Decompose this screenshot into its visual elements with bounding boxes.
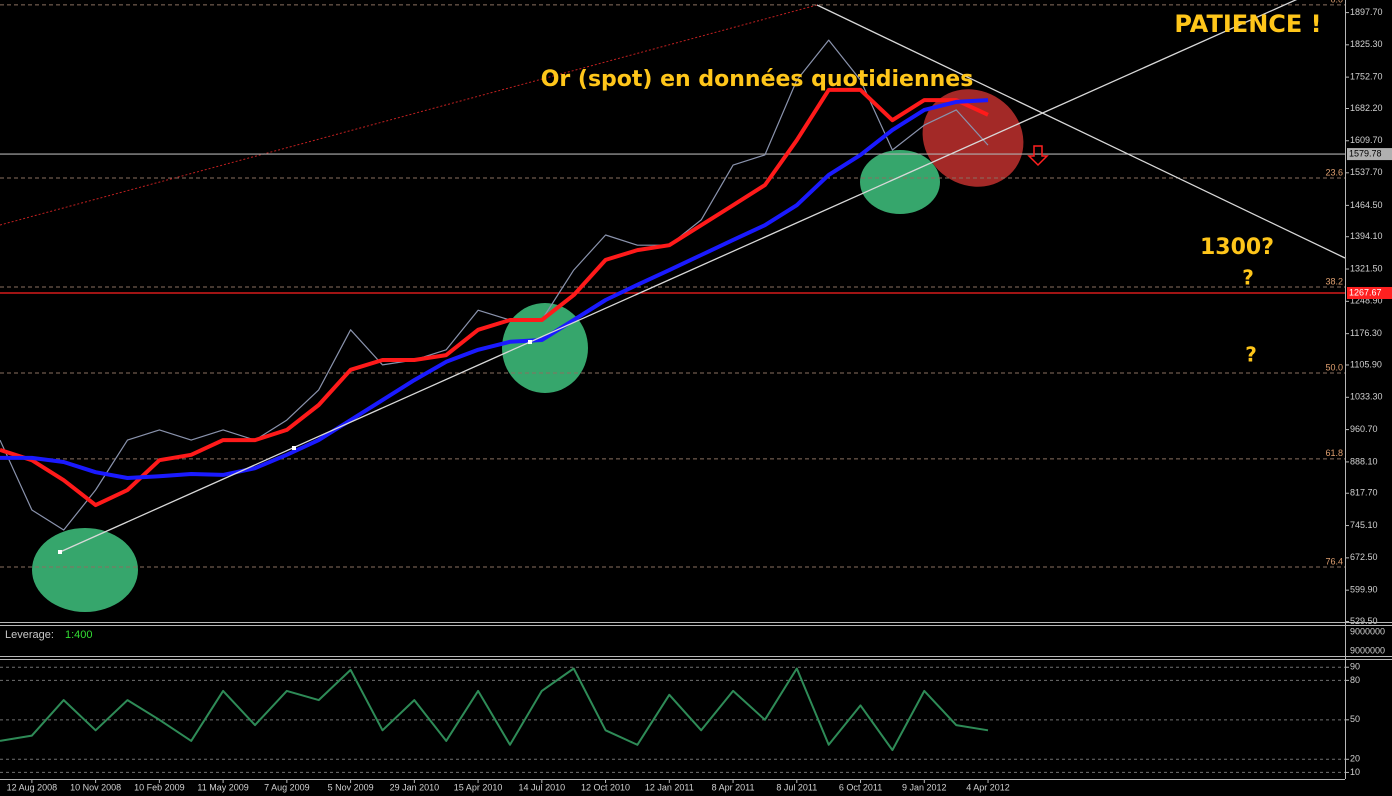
y-tick-label: 817.70 xyxy=(1350,488,1378,498)
y-tick-label: 529.50 xyxy=(1350,616,1378,626)
price-label-box xyxy=(1347,286,1392,299)
y-tick-label: 672.50 xyxy=(1350,552,1378,562)
indicator-label: Leverage: xyxy=(5,629,54,641)
series-line xyxy=(0,39,989,531)
annotation: ? xyxy=(1242,266,1254,290)
support-ellipse xyxy=(32,528,138,612)
series xyxy=(0,39,989,752)
indicator-tick: 9000000 xyxy=(1350,645,1385,655)
y-tick-label: 960.70 xyxy=(1350,424,1378,434)
x-tick-label: 9 Jan 2012 xyxy=(902,782,947,792)
y-tick-label: 1176.30 xyxy=(1350,328,1382,338)
y-tick-label: 1897.70 xyxy=(1350,7,1383,17)
x-tick-label: 5 Nov 2009 xyxy=(328,782,374,792)
indicator-value: 1:400 xyxy=(65,629,93,641)
x-tick-label: 4 Apr 2012 xyxy=(966,782,1010,792)
x-tick-label: 14 Jul 2010 xyxy=(519,782,566,792)
x-tick-label: 7 Aug 2009 xyxy=(264,782,310,792)
price-label: 1579.78 xyxy=(1349,148,1382,158)
x-tick-label: 12 Aug 2008 xyxy=(7,782,58,792)
y-tick-label: 80 xyxy=(1350,675,1360,685)
support-trendline xyxy=(59,0,1298,553)
anchor-point xyxy=(292,446,296,450)
fib-label: 76.4 xyxy=(1325,556,1343,566)
x-tick-label: 10 Feb 2009 xyxy=(134,782,185,792)
fib-label: 50.0 xyxy=(1325,362,1343,372)
resistance-trendline xyxy=(816,4,1346,259)
y-tick-label: 1464.50 xyxy=(1350,200,1383,210)
dotted-trendline xyxy=(0,4,818,226)
y-tick-label: 1609.70 xyxy=(1350,135,1383,145)
anchor-point xyxy=(528,340,532,344)
y-tick-label: 1248.90 xyxy=(1350,296,1383,306)
y-tick-label: 1825.30 xyxy=(1350,39,1383,49)
y-tick-label: 745.10 xyxy=(1350,520,1378,530)
support-ellipse xyxy=(860,150,940,214)
series-line xyxy=(0,98,989,480)
y-tick-label: 1752.70 xyxy=(1350,72,1383,82)
x-tick-label: 8 Apr 2011 xyxy=(712,782,755,792)
y-tick-label: 1033.30 xyxy=(1350,392,1383,402)
y-tick-label: 1321.50 xyxy=(1350,263,1383,273)
x-tick-label: 6 Oct 2011 xyxy=(839,782,882,792)
y-tick-label: 1537.70 xyxy=(1350,167,1383,177)
indicator-tick: 9000000 xyxy=(1350,626,1385,636)
x-tick-label: 12 Jan 2011 xyxy=(645,782,694,792)
x-tick-label: 15 Apr 2010 xyxy=(454,782,503,792)
y-tick-label: 888.10 xyxy=(1350,456,1378,466)
annotation: PATIENCE ! xyxy=(1174,10,1321,38)
annotation: ? xyxy=(1245,343,1257,367)
fib-label: 23.6 xyxy=(1325,167,1343,177)
y-tick-label: 90 xyxy=(1350,662,1360,672)
y-tick-label: 1682.20 xyxy=(1350,103,1383,113)
fib-label: 38.2 xyxy=(1325,276,1343,286)
x-tick-label: 8 Jul 2011 xyxy=(776,782,817,792)
annotation: Or (spot) en données quotidiennes xyxy=(541,67,974,92)
overlays: PATIENCE ! Or (spot) en données quotidie… xyxy=(58,0,1346,554)
annotation: 1300? xyxy=(1200,235,1274,260)
down-arrow xyxy=(1027,145,1049,167)
y-tick-label: 50 xyxy=(1350,714,1360,724)
series-line xyxy=(0,667,989,752)
y-tick-label: 1105.90 xyxy=(1350,359,1382,369)
y-tick-label: 20 xyxy=(1350,754,1360,764)
x-tick-label: 12 Oct 2010 xyxy=(581,782,630,792)
y-tick-label: 1394.10 xyxy=(1350,231,1383,241)
fib-label: 61.8 xyxy=(1325,448,1343,458)
frame xyxy=(0,0,1392,780)
y-tick-label: 599.90 xyxy=(1350,585,1378,595)
price-label: 1267.67 xyxy=(1349,287,1382,297)
anchor-point xyxy=(58,550,62,554)
series-line xyxy=(0,87,989,508)
x-tick-label: 10 Nov 2008 xyxy=(70,782,121,792)
price-label-box xyxy=(1347,148,1392,161)
y-tick-label: 10 xyxy=(1350,767,1360,777)
fib-label: 0.0 xyxy=(1330,0,1343,4)
x-tick-label: 29 Jan 2010 xyxy=(390,782,440,792)
x-tick-label: 11 May 2009 xyxy=(197,782,248,792)
